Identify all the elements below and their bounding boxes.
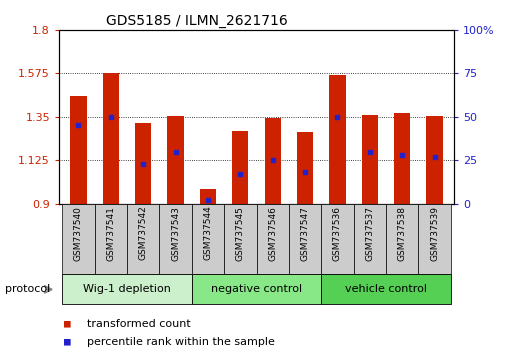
Bar <box>386 204 419 274</box>
Bar <box>256 204 289 274</box>
Bar <box>265 118 281 204</box>
Bar <box>135 122 151 204</box>
Bar <box>62 274 192 304</box>
Bar <box>160 204 192 274</box>
Bar <box>419 204 451 274</box>
Text: Wig-1 depletion: Wig-1 depletion <box>83 284 171 295</box>
Bar <box>394 113 410 204</box>
Text: GSM737546: GSM737546 <box>268 206 277 261</box>
Bar <box>362 115 378 204</box>
Text: negative control: negative control <box>211 284 302 295</box>
Text: GSM737537: GSM737537 <box>365 206 374 261</box>
Bar <box>426 116 443 204</box>
Bar <box>353 204 386 274</box>
Bar <box>329 75 346 204</box>
Bar <box>200 189 216 204</box>
Bar <box>103 73 119 204</box>
Bar <box>167 116 184 204</box>
Bar <box>321 274 451 304</box>
Text: GDS5185 / ILMN_2621716: GDS5185 / ILMN_2621716 <box>106 14 288 28</box>
Text: GSM737547: GSM737547 <box>301 206 309 261</box>
Text: GSM737540: GSM737540 <box>74 206 83 261</box>
Bar <box>62 204 94 274</box>
Text: transformed count: transformed count <box>87 319 191 329</box>
Text: vehicle control: vehicle control <box>345 284 427 295</box>
Text: protocol: protocol <box>5 284 50 295</box>
Bar <box>192 204 224 274</box>
Bar <box>94 204 127 274</box>
Text: ■: ■ <box>64 319 71 329</box>
Text: GSM737542: GSM737542 <box>139 206 148 261</box>
Text: GSM737538: GSM737538 <box>398 206 407 261</box>
Text: GSM737545: GSM737545 <box>236 206 245 261</box>
Text: GSM737539: GSM737539 <box>430 206 439 261</box>
Text: GSM737536: GSM737536 <box>333 206 342 261</box>
Bar <box>70 96 87 204</box>
Text: ■: ■ <box>64 337 71 347</box>
Bar <box>289 204 321 274</box>
Bar <box>192 274 321 304</box>
Text: percentile rank within the sample: percentile rank within the sample <box>87 337 275 347</box>
Bar <box>321 204 353 274</box>
Text: GSM737543: GSM737543 <box>171 206 180 261</box>
Bar <box>232 131 248 204</box>
Bar <box>297 132 313 204</box>
Bar <box>224 204 256 274</box>
Bar <box>127 204 160 274</box>
Text: GSM737544: GSM737544 <box>204 206 212 261</box>
Text: GSM737541: GSM737541 <box>106 206 115 261</box>
